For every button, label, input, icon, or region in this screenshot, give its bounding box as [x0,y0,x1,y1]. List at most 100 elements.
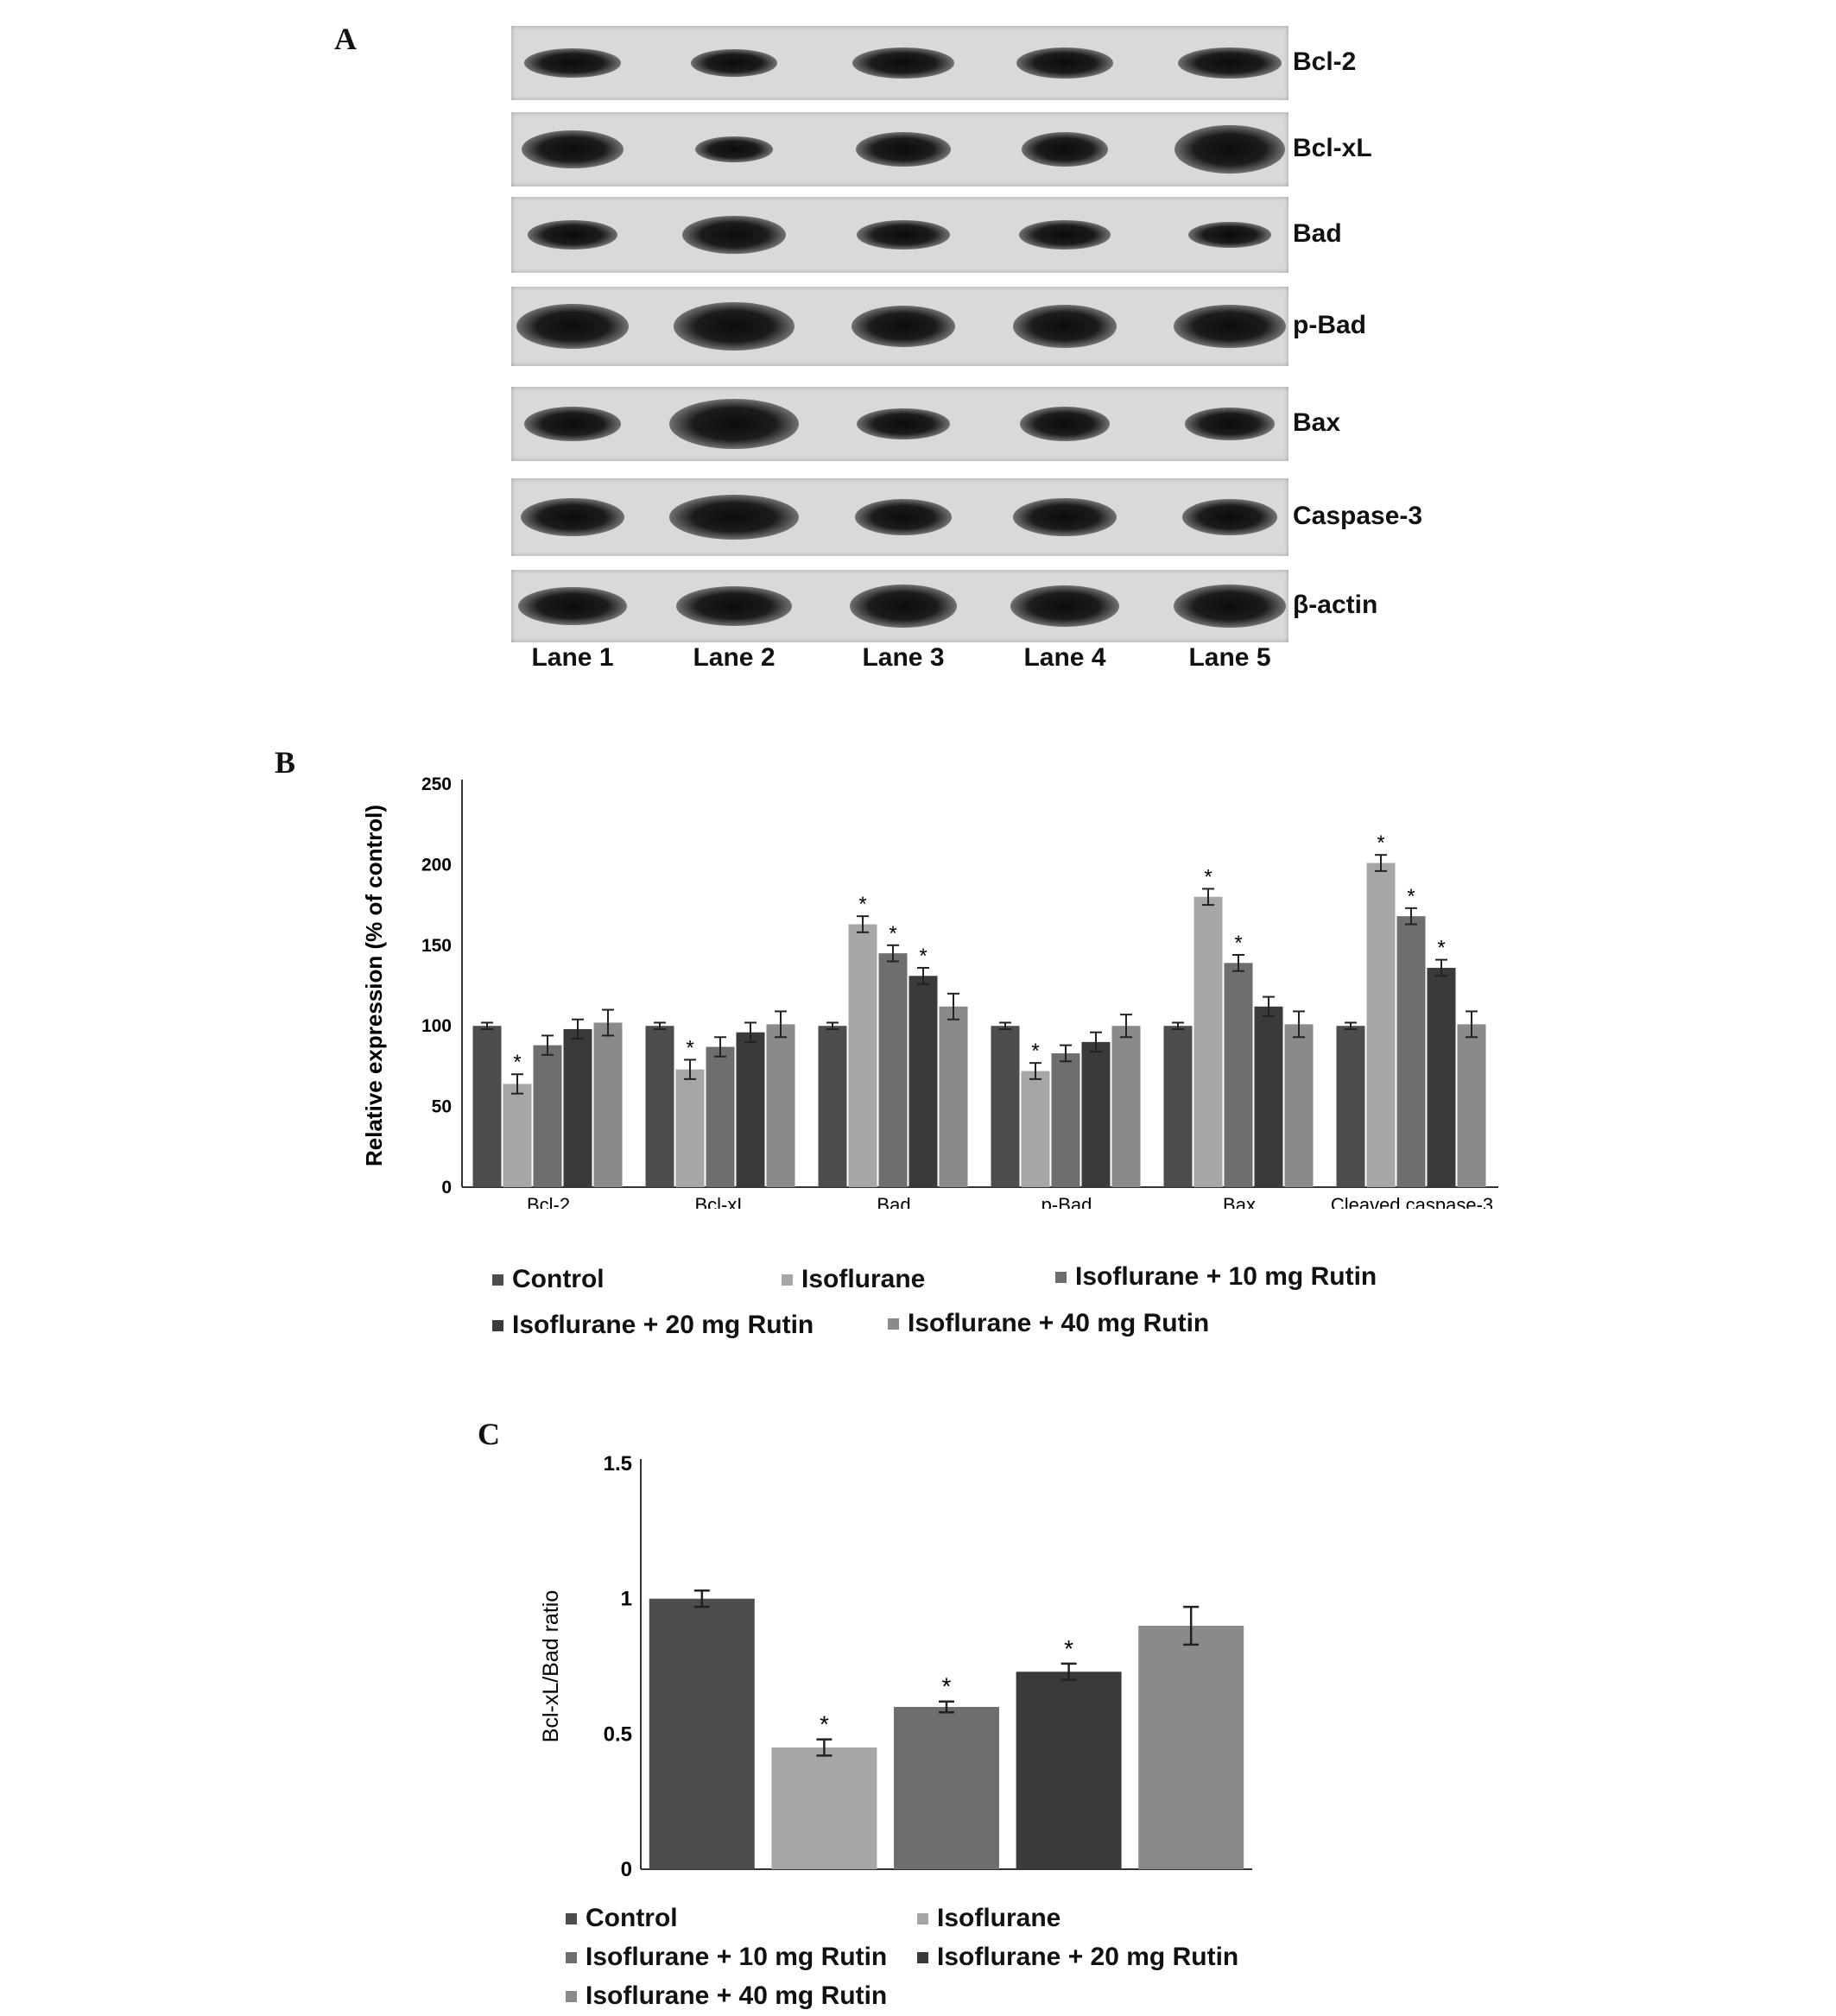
blot-band [856,132,951,167]
y-tick-label: 1.5 [604,1452,632,1476]
significance-marker: * [889,922,896,945]
significance-marker: * [1234,932,1242,955]
legend-label: Isoflurane + 10 mg Rutin [586,1943,888,1971]
blot-strip-6 [511,478,1288,556]
blot-band [1188,222,1271,248]
significance-marker: * [1031,1040,1039,1063]
legend-swatch [492,1319,503,1331]
bar [645,1026,674,1187]
legend-item: Isoflurane + 40 mg Rutin [566,1981,887,2011]
blot-band [857,220,950,250]
legend-label: Isoflurane + 20 mg Rutin [512,1311,814,1339]
bar [503,1084,532,1187]
x-tick-label: Bcl-xL [694,1194,747,1209]
legend-label: Isoflurane + 40 mg Rutin [908,1309,1210,1337]
y-tick-label: 0 [441,1178,452,1198]
significance-marker: * [1204,865,1212,888]
bar-chart-expression: 0 50 100 150 200 250 Relative expression (% of… [361,774,1498,1209]
blot-band [1019,220,1111,250]
blot-band [1013,305,1117,348]
bar [894,1707,999,1869]
panel-letter-a: A [334,22,357,56]
x-tick-label: Bax [1223,1194,1256,1209]
legend-swatch [888,1318,899,1330]
blot-band [1020,407,1110,441]
legend-swatch [566,1912,577,1924]
legend-label: Isoflurane + 40 mg Rutin [586,1981,888,2010]
blot-strip-1 [511,26,1288,100]
bar [649,1598,755,1869]
lane-label: Lane 2 [693,643,776,672]
blot-band [524,48,621,78]
blot-band [524,407,621,441]
blot-band [857,408,950,439]
legend-swatch [782,1273,793,1286]
y-tick-label: 200 [421,855,452,875]
significance-marker: * [513,1051,521,1074]
bar [706,1046,735,1187]
bar [533,1045,562,1187]
y-tick-label: 0.5 [604,1722,632,1746]
y-axis-label: Bcl-xL/Bad ratio [539,1590,563,1742]
lane-label: Lane 5 [1188,643,1271,672]
blot-band [676,586,792,626]
blot-band [518,587,627,625]
bar [1366,863,1396,1187]
bar [593,1022,623,1187]
x-tick-label: Bcl-2 [527,1194,570,1209]
bar [1081,1041,1111,1187]
blot-band [521,498,624,536]
blot-band [691,49,777,77]
bar [766,1024,795,1187]
bar [818,1026,847,1187]
legend-label: Control [586,1904,678,1932]
legend-item: Isoflurane [917,1904,1060,1933]
blot-strip-5 [511,387,1288,461]
blot-band [852,47,954,79]
blot-band [855,499,952,535]
legend-item: Control [492,1265,605,1294]
blot-protein-label: β-actin [1293,591,1378,619]
bar [472,1026,502,1187]
bar [878,953,908,1187]
significance-marker: * [919,945,927,968]
bar [1254,1006,1283,1187]
legend-swatch [566,1951,577,1963]
blot-band [1013,498,1117,536]
legend-swatch [917,1951,928,1963]
y-tick-label: 150 [421,936,452,956]
y-tick-label: 250 [421,774,452,794]
blot-strip-7 [511,570,1288,642]
legend-item: Isoflurane + 40 mg Rutin [888,1309,1209,1338]
lane-label: Lane 3 [862,643,945,672]
blot-band [1174,125,1285,174]
significance-marker: * [1064,1635,1073,1662]
bar [1224,963,1253,1187]
significance-marker: * [858,893,866,916]
legend-item: Isoflurane + 20 mg Rutin [917,1943,1238,1972]
bar [939,1006,968,1187]
y-tick-label: 100 [421,1016,452,1036]
legend-label: Isoflurane [937,1904,1061,1932]
x-tick-label: p-Bad [1041,1194,1092,1209]
blot-band [1010,585,1119,627]
x-tick-label: Bad [877,1194,910,1209]
legend-label: Isoflurane + 20 mg Rutin [937,1943,1239,1971]
blot-band [682,216,786,254]
blot-band [850,585,957,628]
bar [563,1028,592,1187]
blot-strip-2 [511,112,1288,186]
legend-label: Isoflurane [801,1265,926,1293]
bar [1336,1026,1365,1187]
legend-swatch [566,1990,577,2002]
blot-protein-label: Bcl-xL [1293,134,1372,162]
significance-marker: * [942,1673,952,1700]
lane-label: Lane 1 [531,643,614,672]
panel-letter-b: B [275,745,296,780]
bar [848,924,877,1187]
bar [1457,1024,1486,1187]
legend-label: Isoflurane + 10 mg Rutin [1075,1262,1377,1291]
y-tick-label: 1 [621,1588,632,1611]
bar [1138,1626,1244,1869]
bar-chart-ratio: 0 0.5 1 1.5 Bcl-xL/Bad ratio * * * [539,1452,1252,1881]
